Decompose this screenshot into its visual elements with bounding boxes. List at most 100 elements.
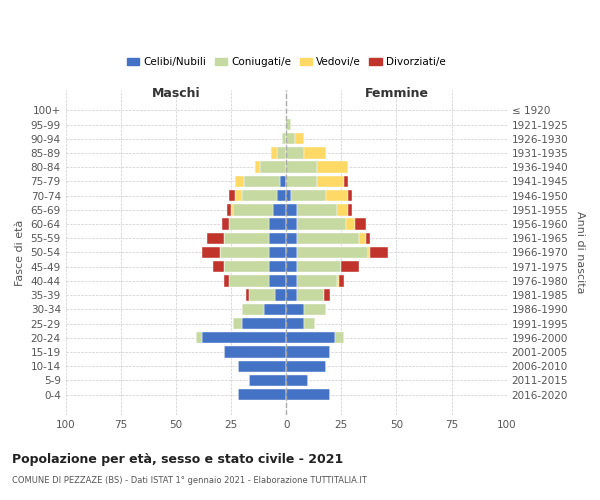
Bar	[297, 218, 346, 230]
Bar	[348, 190, 352, 202]
Bar	[317, 176, 344, 187]
Bar	[269, 218, 286, 230]
Bar	[337, 204, 348, 216]
Bar	[286, 232, 297, 244]
Bar	[286, 389, 331, 400]
Bar	[323, 290, 331, 301]
Bar	[242, 318, 286, 330]
Bar	[233, 318, 242, 330]
Bar	[256, 162, 260, 173]
Bar	[233, 204, 273, 216]
Bar	[286, 275, 297, 286]
Bar	[297, 232, 359, 244]
Bar	[286, 148, 304, 158]
Bar	[326, 190, 348, 202]
Text: Popolazione per età, sesso e stato civile - 2021: Popolazione per età, sesso e stato civil…	[12, 452, 343, 466]
Bar	[286, 346, 331, 358]
Bar	[304, 148, 326, 158]
Bar	[247, 290, 249, 301]
Bar	[365, 232, 370, 244]
Bar	[260, 162, 286, 173]
Bar	[238, 389, 286, 400]
Bar	[317, 162, 348, 173]
Text: COMUNE DI PEZZAZE (BS) - Dati ISTAT 1° gennaio 2021 - Elaborazione TUTTITALIA.IT: COMUNE DI PEZZAZE (BS) - Dati ISTAT 1° g…	[12, 476, 367, 485]
Bar	[220, 247, 269, 258]
Bar	[346, 218, 355, 230]
Bar	[244, 176, 280, 187]
Bar	[231, 204, 233, 216]
Bar	[235, 190, 242, 202]
Bar	[286, 190, 290, 202]
Bar	[202, 247, 220, 258]
Bar	[286, 133, 295, 144]
Bar	[286, 176, 317, 187]
Bar	[273, 204, 286, 216]
Bar	[202, 332, 286, 344]
Bar	[286, 332, 335, 344]
Bar	[297, 204, 337, 216]
Bar	[337, 275, 339, 286]
Bar	[249, 290, 275, 301]
Y-axis label: Anni di nascita: Anni di nascita	[575, 211, 585, 294]
Bar	[286, 261, 297, 272]
Text: Femmine: Femmine	[364, 88, 428, 101]
Bar	[335, 332, 344, 344]
Bar	[277, 190, 286, 202]
Bar	[286, 162, 317, 173]
Bar	[227, 204, 231, 216]
Bar	[344, 176, 348, 187]
Bar	[304, 318, 315, 330]
Bar	[242, 304, 264, 315]
Bar	[242, 190, 277, 202]
Bar	[280, 176, 286, 187]
Bar	[348, 204, 352, 216]
Bar	[229, 275, 269, 286]
Bar	[282, 133, 286, 144]
Bar	[207, 232, 224, 244]
Bar	[297, 290, 323, 301]
Bar	[286, 318, 304, 330]
Legend: Celibi/Nubili, Coniugati/e, Vedovi/e, Divorziati/e: Celibi/Nubili, Coniugati/e, Vedovi/e, Di…	[122, 53, 450, 71]
Bar	[359, 232, 365, 244]
Bar	[286, 290, 297, 301]
Bar	[286, 204, 297, 216]
Bar	[224, 261, 269, 272]
Bar	[286, 375, 308, 386]
Bar	[269, 261, 286, 272]
Bar	[339, 275, 344, 286]
Bar	[264, 304, 286, 315]
Bar	[295, 133, 304, 144]
Bar	[290, 190, 326, 202]
Bar	[297, 261, 341, 272]
Bar	[286, 360, 326, 372]
Bar	[355, 218, 365, 230]
Bar	[271, 148, 277, 158]
Bar	[238, 360, 286, 372]
Bar	[269, 247, 286, 258]
Bar	[269, 232, 286, 244]
Bar	[370, 247, 388, 258]
Bar	[224, 275, 229, 286]
Bar	[235, 176, 244, 187]
Bar	[277, 148, 286, 158]
Bar	[297, 275, 337, 286]
Bar	[229, 218, 269, 230]
Bar	[224, 232, 269, 244]
Bar	[286, 247, 297, 258]
Bar	[269, 275, 286, 286]
Bar	[214, 261, 224, 272]
Bar	[196, 332, 202, 344]
Bar	[286, 119, 290, 130]
Bar	[229, 190, 235, 202]
Bar	[286, 304, 304, 315]
Bar	[286, 218, 297, 230]
Bar	[341, 261, 359, 272]
Text: Maschi: Maschi	[152, 88, 200, 101]
Bar	[297, 247, 368, 258]
Bar	[368, 247, 370, 258]
Bar	[275, 290, 286, 301]
Bar	[304, 304, 326, 315]
Bar	[224, 346, 286, 358]
Bar	[222, 218, 229, 230]
Bar	[249, 375, 286, 386]
